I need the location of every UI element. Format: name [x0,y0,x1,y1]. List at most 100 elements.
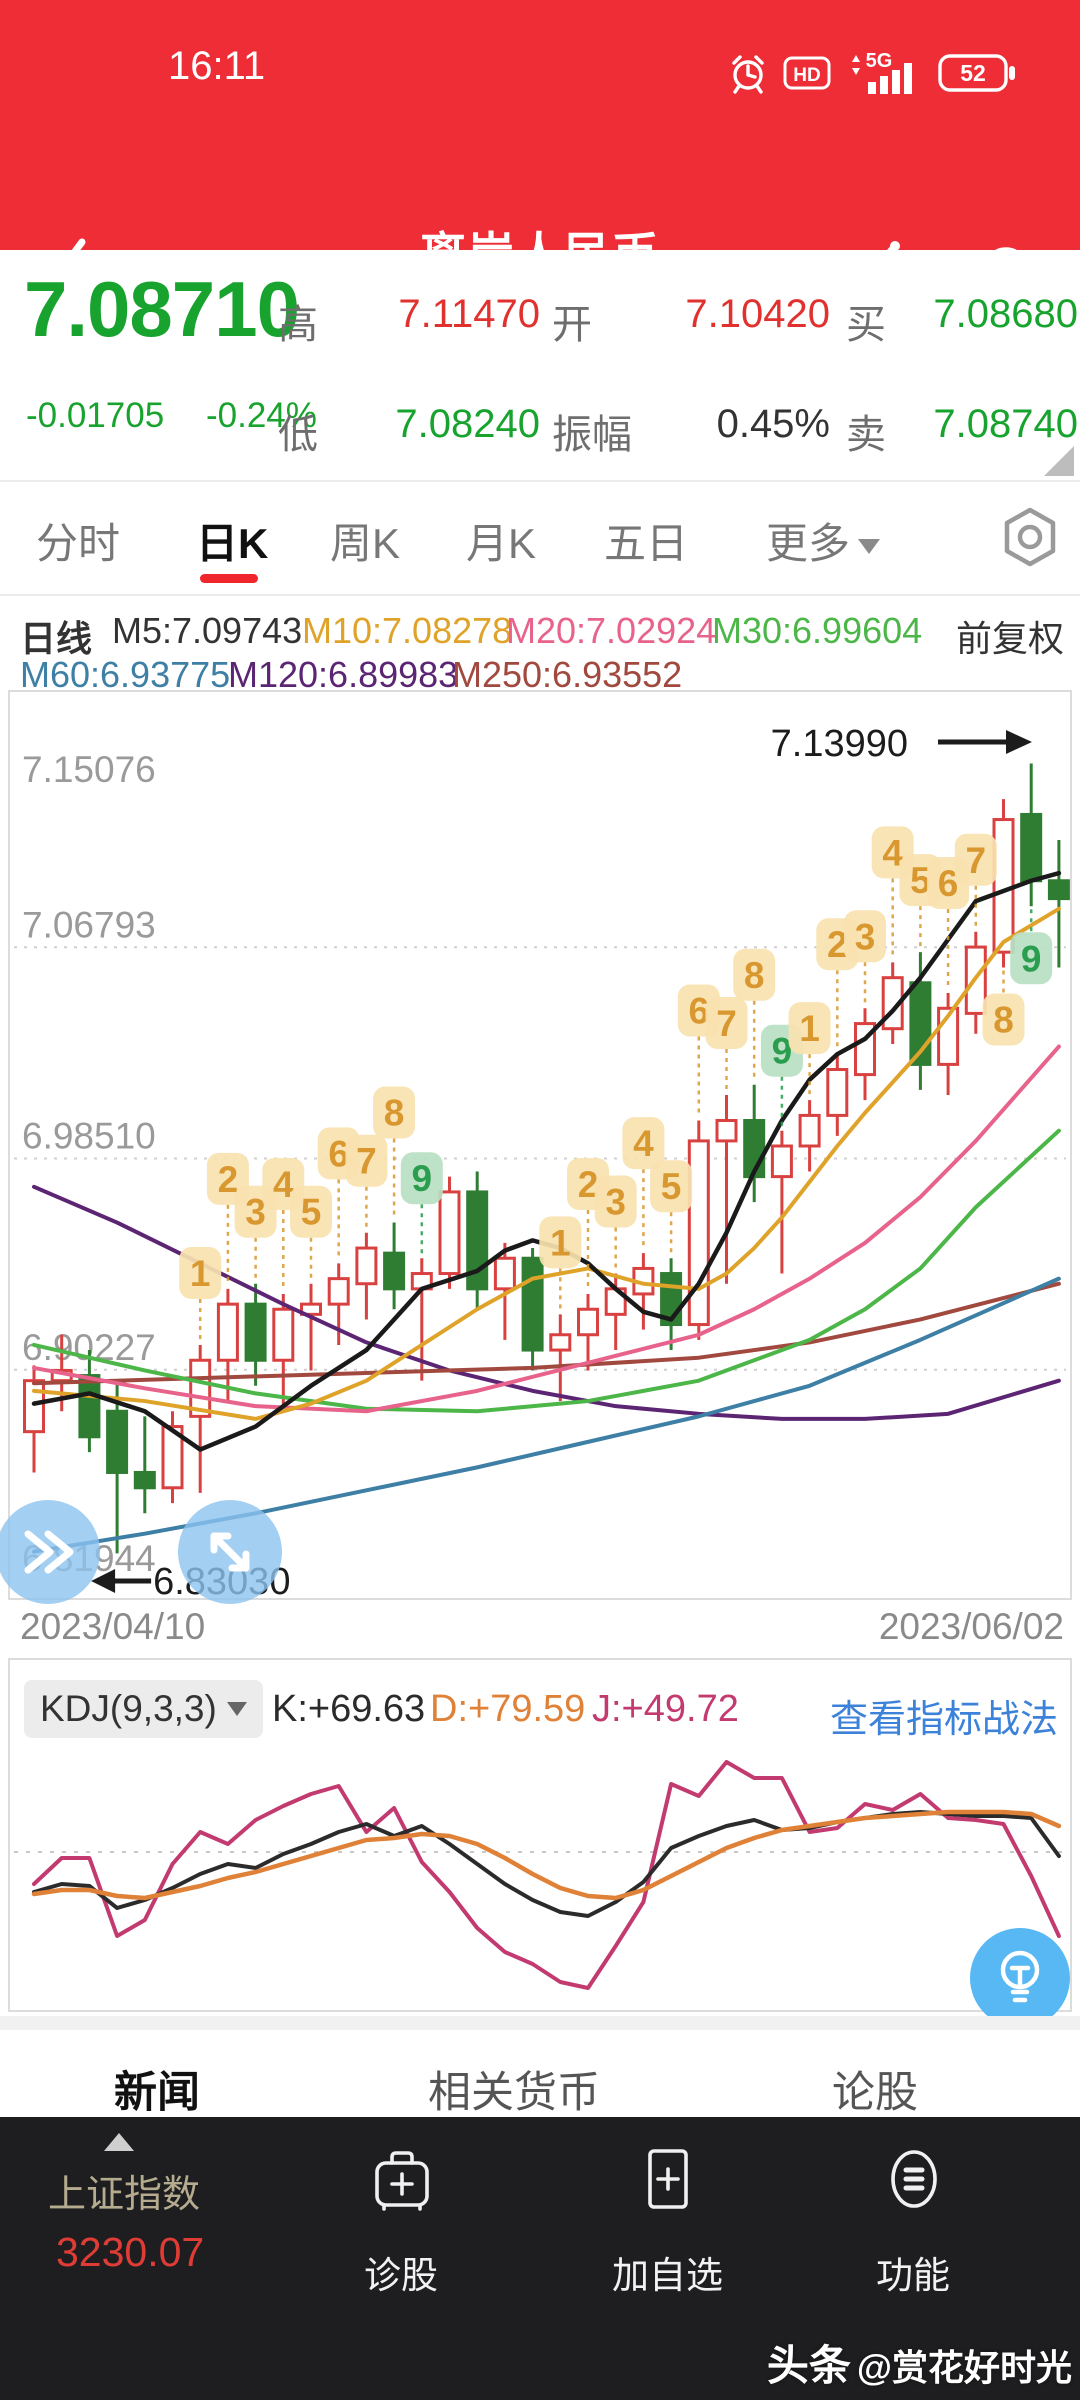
features-button[interactable] [876,2143,952,2219]
double-chevron-icon [24,1530,74,1574]
lightbulb-icon [1000,1950,1040,2003]
svg-text:8: 8 [384,1093,405,1134]
svg-text:4: 4 [882,832,903,873]
adjust-mode-label[interactable]: 前复权 [955,618,1064,659]
svg-text:7: 7 [716,1003,737,1044]
add-plus-icon [648,2149,688,2209]
gear-icon [1004,507,1056,567]
svg-text:8: 8 [993,999,1014,1040]
chart-settings-button[interactable] [1000,506,1060,568]
ma-period-label: 日线 [20,618,93,659]
chevron-down-icon [226,1702,247,1716]
svg-text:7.06793: 7.06793 [22,904,156,945]
watermark-prefix: 头条 [766,2342,851,2389]
tab-forum[interactable]: 论股 [832,2069,918,2117]
stat-label-high: 高 [278,303,318,347]
svg-text:5: 5 [910,860,931,901]
kdj-panel[interactable]: KDJ(9,3,3) K:+69.63 D:+79.59 J:+49.72 查看… [8,1658,1072,2028]
svg-text:6: 6 [938,863,959,904]
stat-value-amplitude: 0.45% [716,402,830,446]
period-tab-bar: 分时 日K 周K 月K 五日 更多 [0,482,1080,594]
battery-icon: 52 [938,52,1018,94]
price-change: -0.01705 [26,396,165,435]
candlestick-chart[interactable]: 7.150767.067936.985106.902276.8194412345… [8,690,1072,1600]
diagnose-stock-label[interactable]: 诊股 [364,2255,438,2296]
indicator-selector[interactable]: KDJ(9,3,3) [24,1680,263,1738]
clock-text: 16:11 [168,44,266,88]
diagnose-stock-button[interactable] [364,2143,440,2219]
date-start: 2023/04/10 [20,1606,206,1647]
hd-icon: HD [782,53,832,93]
status-bar: 16:11 HD 5G [0,0,1080,100]
ma-indicator-panel: 日线 M5:7.09743 M10:7.08278 M20:7.02924 M3… [0,596,1080,695]
svg-text:6.98510: 6.98510 [22,1116,156,1157]
content-tab-bar: 新闻 相关货币 论股 [0,2016,1080,2131]
ma120-value: M120:6.89983 [228,654,459,695]
svg-text:HD: HD [793,65,820,86]
tab-weekly-k[interactable]: 周K [330,520,401,567]
battery-level-text: 52 [960,60,986,86]
tab-monthly-k[interactable]: 月K [466,520,537,567]
stat-label-ask: 卖 [846,413,886,457]
kdj-d-value: D:+79.59 [430,1688,586,1730]
pan-zoom-button[interactable] [178,1500,282,1604]
tab-five-day[interactable]: 五日 [604,520,689,567]
index-ticker-value: 3230.07 [56,2229,205,2275]
last-price: 7.08710 [24,265,300,353]
stat-value-open: 7.10420 [685,292,830,336]
svg-text:1: 1 [799,1008,820,1049]
stat-value-high: 7.11470 [398,292,540,336]
expand-quote-icon[interactable] [1044,446,1074,476]
svg-text:2: 2 [218,1159,239,1200]
date-end: 2023/06/02 [878,1606,1064,1647]
svg-text:7: 7 [966,840,987,881]
svg-text:6: 6 [328,1133,349,1174]
svg-text:8: 8 [744,955,765,996]
svg-text:1: 1 [190,1253,211,1294]
svg-text:5G: 5G [866,50,893,72]
ma5-value: M5:7.09743 [112,610,303,651]
svg-text:2: 2 [827,924,848,965]
kdj-j-value: J:+49.72 [592,1688,739,1730]
stat-value-ask: 7.08740 [933,402,1078,446]
svg-text:1: 1 [550,1222,571,1263]
alarm-icon [728,51,768,95]
bottom-action-bar: 上证指数 3230.07 诊股 加自选 [0,2117,1080,2400]
index-ticker-name[interactable]: 上证指数 [48,2174,201,2216]
tab-daily-k[interactable]: 日K [196,520,269,567]
ma30-value: M30:6.99604 [712,610,923,651]
app-header: 离岸人民币 USDCNH [0,100,1080,322]
features-label[interactable]: 功能 [876,2255,950,2296]
svg-text:4: 4 [273,1164,294,1205]
tab-more[interactable]: 更多 [766,510,881,571]
svg-text:7: 7 [356,1141,377,1182]
add-watchlist-button[interactable] [630,2143,706,2219]
fast-forward-button[interactable] [0,1500,100,1604]
diagnose-briefcase-icon [375,2151,429,2211]
stat-value-low: 7.08240 [395,402,540,446]
chevron-down-icon [858,539,881,554]
tab-news[interactable]: 新闻 [114,2069,200,2117]
index-expand-arrow[interactable] [104,2133,134,2151]
stat-value-bid: 7.08680 [933,292,1078,336]
svg-text:2: 2 [578,1164,599,1205]
svg-text:3: 3 [245,1192,266,1233]
svg-text:5: 5 [301,1192,322,1233]
svg-text:3: 3 [855,916,876,957]
svg-text:4: 4 [633,1123,654,1164]
lightbulb-button[interactable] [970,1928,1070,2028]
stat-label-open: 开 [552,303,592,347]
tab-related-currency[interactable]: 相关货币 [428,2069,600,2117]
main-chart-svg: 7.150767.067936.985106.902276.8194412345… [14,723,1070,1598]
indicator-strategy-link[interactable]: 查看指标战法 [829,1699,1058,1741]
svg-text:9: 9 [1021,938,1042,979]
tab-minute[interactable]: 分时 [36,520,121,567]
indicator-name: KDJ(9,3,3) [40,1688,217,1729]
watermark-handle: @赏花好时光 [856,2347,1072,2388]
stat-label-amplitude: 振幅 [552,413,632,457]
svg-text:6: 6 [689,991,710,1032]
stat-label-bid: 买 [846,303,886,347]
add-watchlist-label[interactable]: 加自选 [612,2255,723,2296]
svg-text:5: 5 [661,1166,682,1207]
